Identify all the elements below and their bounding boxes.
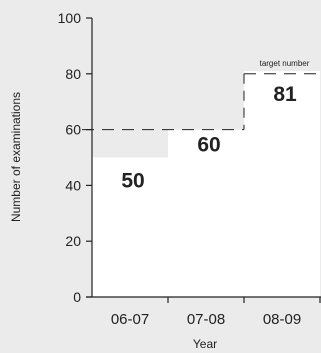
value-label-08-09: 81 [273, 83, 297, 106]
target-number-label: target number [260, 59, 310, 68]
bar-07-08 [168, 129, 244, 297]
x-axis-title: Year [193, 337, 217, 351]
axes [86, 18, 321, 298]
bar-06-07 [92, 157, 168, 297]
y-tick-label-40: 40 [65, 177, 81, 193]
value-label-07-08: 60 [197, 134, 220, 157]
x-tick-label-07-08: 07-08 [187, 311, 225, 328]
bars [92, 71, 320, 297]
data-labels: 50 60 81 [121, 83, 297, 192]
reference-lines: target number [82, 59, 321, 131]
y-tick-label-80: 80 [65, 66, 81, 82]
y-tick-label-60: 60 [65, 122, 81, 138]
y-tick-label-100: 100 [58, 10, 82, 26]
value-label-06-07: 50 [121, 170, 144, 193]
bar-08-09 [244, 71, 320, 297]
y-axis-title: Number of examinations [9, 92, 23, 222]
x-tick-label-06-07: 06-07 [111, 311, 149, 328]
y-tick-label-20: 20 [65, 233, 81, 249]
y-ticks: 0 20 40 60 80 100 [58, 10, 92, 305]
y-tick-label-0: 0 [73, 289, 81, 305]
x-tick-label-08-09: 08-09 [263, 311, 301, 328]
x-ticks: 06-07 07-08 08-09 [111, 297, 321, 328]
